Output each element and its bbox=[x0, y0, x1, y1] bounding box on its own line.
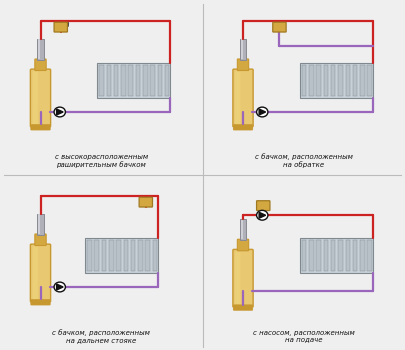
Bar bbox=[99, 65, 104, 96]
FancyBboxPatch shape bbox=[273, 22, 286, 32]
FancyBboxPatch shape bbox=[31, 300, 50, 305]
FancyBboxPatch shape bbox=[30, 244, 51, 302]
FancyBboxPatch shape bbox=[233, 249, 253, 307]
Bar bbox=[302, 65, 306, 96]
Bar bbox=[114, 65, 118, 96]
Bar bbox=[128, 65, 133, 96]
FancyBboxPatch shape bbox=[32, 71, 38, 125]
FancyBboxPatch shape bbox=[233, 305, 253, 310]
Polygon shape bbox=[259, 109, 266, 115]
Bar bbox=[353, 240, 357, 271]
Bar bbox=[353, 65, 357, 96]
Text: с насосом, расположенным
на подаче: с насосом, расположенным на подаче bbox=[253, 329, 355, 343]
Bar bbox=[300, 63, 373, 98]
Bar bbox=[131, 240, 135, 271]
Bar bbox=[102, 240, 106, 271]
FancyBboxPatch shape bbox=[235, 252, 241, 305]
Text: с бачком, расположенным
на обратке: с бачком, расположенным на обратке bbox=[255, 154, 353, 168]
Bar bbox=[316, 65, 321, 96]
FancyBboxPatch shape bbox=[30, 69, 51, 127]
Bar bbox=[87, 240, 92, 271]
Bar bbox=[124, 240, 128, 271]
Bar bbox=[240, 219, 246, 240]
Bar bbox=[136, 65, 140, 96]
Bar bbox=[38, 214, 40, 234]
Bar bbox=[85, 238, 158, 273]
Text: с высокорасположенным
раширительным бачком: с высокорасположенным раширительным бачк… bbox=[55, 154, 148, 168]
Bar bbox=[143, 65, 147, 96]
Circle shape bbox=[54, 107, 66, 117]
Bar bbox=[158, 65, 162, 96]
Bar bbox=[145, 240, 150, 271]
Bar bbox=[360, 240, 364, 271]
FancyBboxPatch shape bbox=[237, 239, 249, 251]
Text: h: h bbox=[64, 20, 70, 29]
Bar bbox=[109, 240, 113, 271]
Bar bbox=[121, 65, 126, 96]
Circle shape bbox=[54, 282, 66, 292]
Circle shape bbox=[257, 107, 268, 117]
Bar bbox=[338, 65, 343, 96]
Bar bbox=[97, 63, 170, 98]
Circle shape bbox=[257, 210, 268, 220]
Bar bbox=[331, 65, 335, 96]
FancyBboxPatch shape bbox=[139, 197, 152, 207]
Bar bbox=[94, 240, 99, 271]
Bar bbox=[150, 65, 155, 96]
Bar bbox=[367, 65, 372, 96]
Bar bbox=[116, 240, 121, 271]
FancyBboxPatch shape bbox=[35, 234, 46, 246]
Bar bbox=[153, 240, 157, 271]
Bar bbox=[37, 214, 44, 235]
Polygon shape bbox=[57, 109, 63, 115]
FancyBboxPatch shape bbox=[233, 125, 253, 130]
FancyBboxPatch shape bbox=[257, 201, 270, 211]
Polygon shape bbox=[57, 284, 63, 290]
Bar bbox=[107, 65, 111, 96]
Bar bbox=[165, 65, 169, 96]
FancyBboxPatch shape bbox=[54, 22, 67, 32]
Bar bbox=[360, 65, 364, 96]
Bar bbox=[345, 65, 350, 96]
Bar bbox=[324, 65, 328, 96]
Bar bbox=[316, 240, 321, 271]
FancyBboxPatch shape bbox=[235, 71, 241, 125]
FancyBboxPatch shape bbox=[31, 125, 50, 130]
Bar bbox=[38, 40, 40, 58]
Polygon shape bbox=[259, 212, 266, 218]
FancyBboxPatch shape bbox=[237, 59, 249, 70]
Bar bbox=[309, 240, 313, 271]
Bar bbox=[367, 240, 372, 271]
Bar bbox=[331, 240, 335, 271]
Bar bbox=[302, 240, 306, 271]
Bar bbox=[324, 240, 328, 271]
Bar bbox=[240, 38, 246, 60]
Bar bbox=[345, 240, 350, 271]
Bar bbox=[138, 240, 143, 271]
Bar bbox=[241, 220, 243, 239]
FancyBboxPatch shape bbox=[35, 59, 46, 70]
Bar bbox=[338, 240, 343, 271]
Text: с бачком, расположенным
на дальнем стояке: с бачком, расположенным на дальнем стояк… bbox=[52, 329, 150, 343]
Bar bbox=[300, 238, 373, 273]
Bar bbox=[37, 38, 44, 60]
FancyBboxPatch shape bbox=[32, 246, 38, 300]
FancyBboxPatch shape bbox=[233, 69, 253, 127]
Bar bbox=[241, 40, 243, 58]
Bar bbox=[309, 65, 313, 96]
